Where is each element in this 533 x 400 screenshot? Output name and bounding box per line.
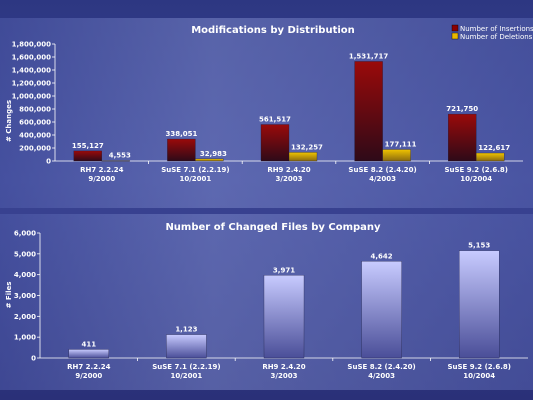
legend-label-insertions: Number of Insertions — [460, 25, 533, 33]
chart1-bar-1 — [260, 124, 290, 162]
chart1-title: Modifications by Distribution — [191, 25, 355, 36]
chart2-x-tick-label: SuSE 8.2 (2.4.20) — [347, 363, 415, 371]
chart2-y-tick-label: 6,000 — [14, 230, 36, 238]
chart1-bar-1 — [354, 61, 383, 162]
chart2-bar-1 — [361, 261, 402, 359]
chart2-data-label: 411 — [81, 340, 96, 348]
chart1-x-tick-label: SuSE 8.2 (2.4.20) — [348, 166, 416, 174]
chart1-band — [0, 18, 533, 208]
chart2-y-tick-label: 5,000 — [14, 250, 36, 258]
chart1-y-tick-label: 200,000 — [19, 145, 51, 153]
chart1-data-label: 32,983 — [200, 150, 227, 158]
chart2-x-tick-sublabel: 9/2000 — [75, 372, 102, 380]
chart1-x-tick-label: SuSE 9.2 (2.6.8) — [444, 166, 507, 174]
chart1-bar-2 — [195, 158, 224, 162]
chart1-y-tick-label: 400,000 — [19, 132, 51, 140]
chart2-y-tick-label: 1,000 — [14, 334, 36, 342]
chart2-bar-1 — [68, 349, 109, 359]
legend-swatch-insertions — [451, 24, 459, 32]
chart1-data-label: 122,617 — [478, 144, 510, 152]
chart1-bar-1 — [167, 138, 196, 162]
chart1-data-label: 4,553 — [109, 152, 131, 160]
chart1-bar-1 — [448, 113, 477, 162]
chart1-bar-2 — [382, 149, 411, 162]
chart1-data-label: 132,257 — [291, 143, 323, 151]
chart1-y-tick-label: 1,800,000 — [12, 41, 52, 49]
chart2-x-tick-label: SuSE 7.1 (2.2.19) — [152, 363, 220, 371]
chart1-y-tick-label: 0 — [46, 158, 51, 166]
chart1-bar-2 — [101, 160, 130, 162]
chart1-y-tick-label: 800,000 — [19, 106, 51, 114]
chart1-y-axis-label: # Changes — [5, 100, 13, 142]
chart1-data-label: 155,127 — [72, 142, 104, 150]
chart2-y-axis-label: # Files — [5, 282, 13, 309]
chart1-bar-1 — [73, 150, 102, 162]
chart2-data-label: 1,123 — [175, 326, 197, 334]
chart2-y-tick-label: 2,000 — [14, 313, 36, 321]
chart2-bar-1 — [263, 275, 305, 359]
chart2-x-tick-sublabel: 10/2004 — [463, 372, 495, 380]
chart1-y-tick-label: 1,600,000 — [12, 54, 52, 62]
chart1-x-tick-label: RH9 2.4.20 — [267, 166, 310, 174]
chart1-y-tick-label: 1,200,000 — [12, 80, 52, 88]
chart2-data-label: 5,153 — [468, 242, 490, 250]
chart2-y-tick-label: 3,000 — [14, 292, 36, 300]
chart2-title: Number of Changed Files by Company — [165, 222, 381, 233]
legend-swatch-deletions — [451, 32, 459, 40]
chart1-data-label: 561,517 — [259, 116, 291, 124]
chart1-x-tick-sublabel: 10/2001 — [180, 175, 212, 183]
chart2-y-tick-label: 4,000 — [14, 271, 36, 279]
chart2-x-tick-sublabel: 3/2003 — [271, 372, 298, 380]
chart2-x-tick-label: RH7 2.2.24 — [67, 363, 110, 371]
chart1-data-label: 177,111 — [385, 140, 417, 148]
chart1-legend: Number of Insertions Number of Deletions — [451, 24, 533, 41]
chart2-x-tick-sublabel: 4/2003 — [368, 372, 395, 380]
chart2-x-tick-sublabel: 10/2001 — [171, 372, 203, 380]
chart2-x-tick-label: RH9 2.4.20 — [262, 363, 305, 371]
chart2-bar-1 — [459, 250, 500, 359]
chart1-data-label: 721,750 — [446, 105, 478, 113]
chart1-y-tick-label: 1,000,000 — [12, 93, 52, 101]
chart1-x-tick-sublabel: 4/2003 — [369, 175, 396, 183]
chart1-data-label: 338,051 — [165, 130, 197, 138]
chart2-bar-1 — [166, 334, 207, 359]
chart1-x-tick-sublabel: 3/2003 — [276, 175, 303, 183]
chart2-marks: 0 1,000 2,000 3,000 4,000 5,000 6,000 RH7 2.2.2… — [14, 230, 528, 380]
chart1-x-tick-label: RH7 2.2.24 — [80, 166, 123, 174]
chart2-data-label: 4,642 — [371, 252, 393, 260]
chart1-y-tick-label: 1,400,000 — [12, 67, 52, 75]
chart1-x-tick-label: SuSE 7.1 (2.2.19) — [161, 166, 229, 174]
chart1-data-label: 1,531,717 — [349, 52, 389, 60]
legend-label-deletions: Number of Deletions — [460, 33, 533, 41]
chart2-data-label: 3,971 — [273, 266, 295, 274]
chart1-y-tick-label: 600,000 — [19, 119, 51, 127]
chart2-y-tick-label: 0 — [31, 355, 36, 363]
chart1-x-tick-sublabel: 10/2004 — [460, 175, 492, 183]
chart1-bar-2 — [476, 152, 505, 162]
chart2-x-tick-label: SuSE 9.2 (2.6.8) — [447, 363, 510, 371]
chart1-x-tick-sublabel: 9/2000 — [88, 175, 115, 183]
chart1-bar-2 — [288, 152, 318, 162]
chart1-marks: 0 200,000 400,000 600,000 800,000 1,000,000 1,… — [12, 41, 523, 183]
